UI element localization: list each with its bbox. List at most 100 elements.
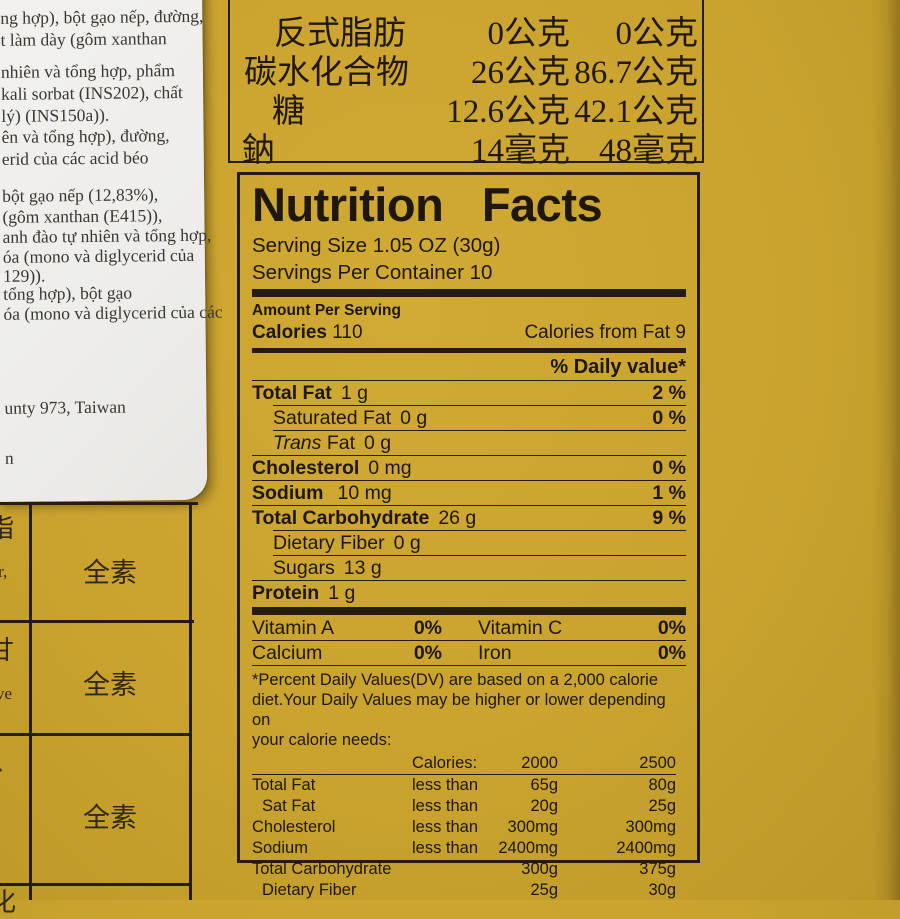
cut-text-fragment: )、 <box>0 742 18 777</box>
micro-value: 0% <box>657 641 686 664</box>
ref-label: Total Fat <box>252 776 316 794</box>
table-row: 糖 12.6公克 42.1公克 <box>230 88 698 130</box>
nutrient-value: 13 g <box>343 556 382 579</box>
footnote-line: your calorie needs: <box>252 731 392 749</box>
vegan-cell: 全素 <box>83 803 137 833</box>
micro-label: Iron <box>478 641 512 664</box>
per-serving-value: 0公克 <box>487 15 571 52</box>
nutrient-label: Fat <box>326 431 356 454</box>
reference-values-table: Calories: 2000 2500 Total Fat less than … <box>252 752 686 901</box>
nutrient-label: Cholesterol <box>252 456 360 479</box>
daily-value: 1 % <box>652 481 686 504</box>
reference-row: Sat Fat less than 20g 25g <box>252 796 676 817</box>
divider-bar <box>252 289 686 297</box>
nutrient-value: 1 g <box>340 381 368 404</box>
amount-per-serving: Amount Per Serving <box>252 302 401 319</box>
sticker-text-line: t làm dày (gôm xanthan <box>0 28 167 50</box>
nutrient-label: 鈉 <box>242 132 275 169</box>
ref-2500-value: 375g <box>639 860 676 878</box>
ref-label: Dietary Fiber <box>262 881 357 899</box>
nutrient-label: 反式脂肪 <box>274 15 406 52</box>
vitamin-row: Calcium 0% Iron 0% <box>252 640 686 665</box>
nutrient-row-sodium: Sodium 10 mg 1 % <box>252 480 686 505</box>
calories-row: Calories 110 Calories from Fat 9 <box>252 322 686 346</box>
ingredient-sticker: ng hợp), bột gạo nếp, đường, t làm dày (… <box>0 0 223 502</box>
ref-condition: less than <box>412 776 479 794</box>
nutrient-label: Sodium <box>252 481 324 504</box>
micro-value: 0% <box>413 641 442 664</box>
ref-condition: less than <box>412 797 479 815</box>
ref-label: Total Carbohydrate <box>252 860 392 878</box>
ref-2000-value: 2400mg <box>498 839 558 857</box>
table-border <box>0 883 192 886</box>
calories: Calories 110 <box>252 322 363 344</box>
serving-size: Serving Size 1.05 OZ (30g) <box>252 234 501 257</box>
nutrient-value: 0 g <box>364 431 392 454</box>
vitamin-row: Vitamin A 0% Vitamin C 0% <box>252 616 686 640</box>
calories-from-fat: Calories from Fat 9 <box>524 322 686 343</box>
sticker-text-line: óa (mono và diglycerid của <box>2 244 195 267</box>
daily-value-footnote: *Percent Daily Values(DV) are based on a… <box>252 670 686 750</box>
nutrient-row-total-carbohydrate: Total Carbohydrate 26 g 9 % <box>252 505 686 530</box>
ref-2500-value: 30g <box>648 881 676 899</box>
reference-row: Total Fat less than 65g 80g <box>252 775 676 796</box>
micro-value: 0% <box>413 616 442 639</box>
sticker-text-line: ng hợp), bột gạo nếp, đường, <box>0 5 204 28</box>
cut-text-fragment: 甘 <box>0 636 15 665</box>
sticker-text-line: bột gạo nếp (12,83%), <box>2 184 159 206</box>
ref-label: Sat Fat <box>262 797 316 815</box>
nutrient-value: 1 g <box>328 581 356 604</box>
nutrient-label: 碳水化合物 <box>244 54 409 91</box>
table-border <box>0 502 198 505</box>
cut-text-fragment: 化 <box>0 888 17 917</box>
micro-value: 0% <box>657 616 686 639</box>
sticker-text-line: kali sorbat (INS202), chất <box>1 81 183 104</box>
nutrition-facts-panel: Nutrition Facts Serving Size 1.05 OZ (30… <box>237 172 700 899</box>
reference-row: Dietary Fiber 25g 30g <box>252 880 676 901</box>
per-serving-value: 14毫克 <box>471 132 570 169</box>
micro-label: Vitamin C <box>478 616 563 639</box>
sticker-text-line: erid của các acid béo <box>1 147 149 169</box>
vegan-cell: 全素 <box>83 670 137 700</box>
ref-2500-value: 2400mg <box>616 839 676 857</box>
table-border <box>0 620 194 623</box>
reference-row: Cholesterol less than 300mg 300mg <box>252 817 676 838</box>
per-serving-value: 12.6公克 <box>446 93 570 130</box>
reference-header-row: Calories: 2000 2500 <box>252 752 676 775</box>
micro-label: Vitamin A <box>252 616 335 639</box>
daily-value: 9 % <box>652 506 686 529</box>
daily-value: 0 % <box>652 456 686 479</box>
cut-text-fragment: ve <box>0 684 13 703</box>
calories-value: 110 <box>332 322 363 343</box>
ref-label: Cholesterol <box>252 818 336 836</box>
ref-2000-value: 20g <box>530 797 558 815</box>
divider-bar <box>252 607 686 615</box>
nutrient-value: 0 g <box>400 406 428 429</box>
calories-label: Calories <box>252 322 327 343</box>
nutrient-label: 糖 <box>272 93 305 130</box>
daily-value-header: % Daily value* <box>550 356 686 378</box>
micro-label: Calcium <box>252 641 323 664</box>
ref-2500-value: 25g <box>648 797 676 815</box>
ref-2000-value: 300g <box>521 860 558 878</box>
daily-value: 2 % <box>652 381 686 404</box>
nutrient-row-protein: Protein 1 g <box>252 580 686 605</box>
ref-2500-value: 300mg <box>625 818 676 836</box>
sticker-text-line: ên và tổng hợp), đường, <box>1 125 170 147</box>
per-100g-value: 48毫克 <box>599 132 698 169</box>
nutrient-row-dietary-fiber: Dietary Fiber 0 g <box>273 530 686 555</box>
ref-2000-value: 300mg <box>507 818 558 836</box>
table-row: 碳水化合物 26公克 86.7公克 <box>230 49 698 91</box>
per-100g-value: 0公克 <box>615 15 699 52</box>
footnote-line: diet.Your Daily Values may be higher or … <box>252 691 666 729</box>
sticker-text-line: óa (mono và diglycerid của các <box>3 301 223 324</box>
panel-title: Nutrition Facts <box>252 178 603 231</box>
vitamins-section: Vitamin A 0% Vitamin C 0% Calcium 0% Iro… <box>252 616 686 666</box>
col-2000-header: 2000 <box>521 753 558 772</box>
per-100g-value: 42.1公克 <box>574 93 698 130</box>
package-edge-shadow <box>872 0 900 900</box>
sticker-text-line: tổng hợp), bột gạo <box>3 282 133 304</box>
ref-2000-value: 65g <box>530 776 558 794</box>
sticker-text-line: lý) (INS150a)). <box>1 104 110 126</box>
ref-condition: less than <box>412 839 479 857</box>
